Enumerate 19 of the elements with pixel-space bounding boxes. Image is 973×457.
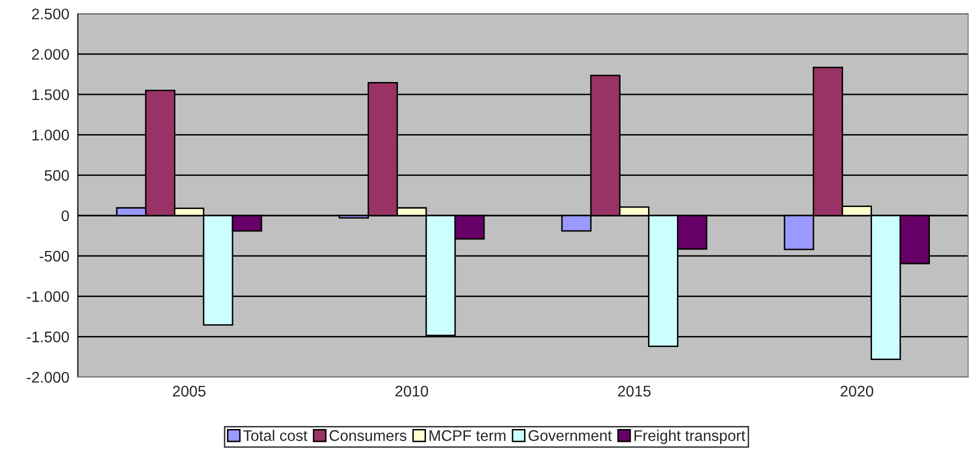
- y-tick-label: 1.000: [32, 130, 69, 140]
- legend-label: Freight transport: [634, 430, 746, 444]
- legend-label: Consumers: [330, 430, 406, 441]
- y-tick-label: 500: [44, 170, 69, 181]
- x-tick-label: 2010: [395, 386, 428, 397]
- y-tick-label: -1.500: [26, 332, 69, 342]
- x-tick-label: 2015: [618, 386, 651, 397]
- x-tick-label: 2020: [840, 386, 874, 397]
- legend-label: Government: [528, 430, 612, 441]
- legend-label: MCPF term: [430, 430, 506, 441]
- y-tick-label: 2.000: [32, 48, 69, 60]
- legend-label: Total cost: [243, 430, 308, 441]
- y-tick-label: 1.500: [32, 89, 69, 100]
- y-tick-label: -2.000: [26, 372, 69, 383]
- x-tick-label: 2005: [172, 386, 206, 397]
- y-tick-label: -500: [40, 250, 69, 262]
- y-tick-label: 0: [62, 210, 69, 222]
- y-tick-label: 2.500: [32, 8, 69, 20]
- y-tick-label: -1.000: [26, 291, 69, 302]
